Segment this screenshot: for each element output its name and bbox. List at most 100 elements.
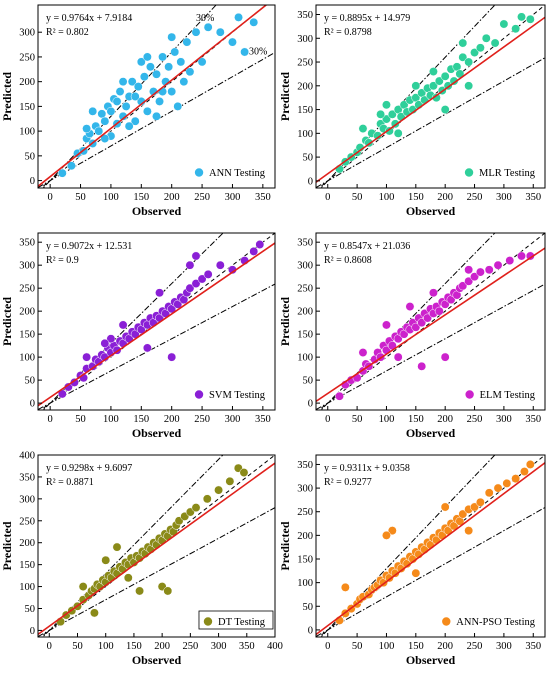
y-tick-label: 200 [297,81,313,92]
data-point [191,503,201,513]
y-tick-label: 250 [19,52,35,63]
plot-area [38,5,275,188]
r-squared: R² = 0.8871 [46,477,94,488]
data-point [411,322,421,332]
data-point [458,281,468,291]
data-point [470,272,479,282]
data-point [234,12,243,22]
x-tick-label: 100 [379,641,395,652]
plot-frame [315,232,546,411]
r-squared: R² = 0.8608 [324,255,372,266]
x-tick-label: 300 [496,192,512,203]
data-point [387,109,397,119]
y-tick-label: 350 [297,238,313,249]
data-point [167,352,177,362]
data-point [158,87,168,97]
band-label-upper: 30% [196,13,214,24]
data-point [519,467,529,476]
data-point [176,57,186,67]
fit-line [316,461,545,636]
data-point [358,348,368,357]
data-point [382,114,391,124]
data-point [215,27,225,37]
plot-area [316,5,545,188]
chart-panel-2: 0 50 100 150 200 250 300 350 0 50 100 150 200 250 300 3… [278,4,546,218]
data-point [470,502,479,512]
lower-30pct-line [316,283,545,410]
y-tick-label: 50 [303,602,314,613]
data-point [142,106,152,116]
y-tick-label: 350 [297,460,313,471]
data-point [203,22,213,32]
fit-equation: y = 0.9298x + 9.6097 [46,463,132,474]
data-point [511,474,521,484]
x-tick-label: 200 [164,192,180,203]
lower-30pct-line [38,507,275,637]
data-point [197,57,207,67]
y-tick-label: 0 [308,625,313,636]
x-tick-label: 0 [325,641,330,652]
data-point [112,96,122,106]
x-tick-label: 350 [239,641,255,652]
y-axis-title: Predicted [278,72,292,121]
x-tick-label: 0 [48,414,53,425]
data-point [517,251,526,261]
y-tick-label: 150 [19,330,35,341]
x-tick-label: 350 [525,192,541,203]
y-tick-label: 50 [303,376,314,387]
x-tick-label: 350 [525,414,541,425]
data-point [133,82,143,92]
legend: ANN Testing [194,168,266,179]
x-tick-label: 300 [225,414,241,425]
x-tick-label: 150 [133,192,149,203]
data-point [215,260,225,270]
plot-area [38,455,275,637]
chart-panel-5: 0 50 100 150 200 250 300 350 400 0 50 100 150 200 250 3… [0,451,283,668]
legend-marker [464,168,474,177]
y-tick-label: 50 [303,153,314,164]
data-point [470,48,479,57]
x-axis-title: Observed [406,204,456,218]
x-tick-label: 100 [379,414,395,425]
data-point [440,502,450,512]
fit-equation: y = 0.9311x + 9.0358 [324,463,410,474]
legend: DT Testing [198,610,274,630]
data-point [78,582,88,592]
y-tick-label: 250 [19,516,35,527]
data-point [475,267,485,277]
data-point [484,488,494,498]
data-point [458,509,468,519]
data-point [382,320,391,330]
data-point [499,19,509,29]
y-tick-label: 250 [297,58,313,69]
fit-line [38,462,275,636]
x-tick-label: 100 [379,192,395,203]
data-point [155,96,164,106]
y-tick-label: 100 [297,578,313,589]
data-point [449,76,459,86]
data-point [458,52,468,62]
legend-label: ANN-PSO Testing [456,617,535,628]
data-point [411,81,421,91]
x-tick-label: 150 [408,192,424,203]
data-point [387,526,397,536]
data-point [393,352,403,362]
y-axis-title: Predicted [0,72,14,121]
y-tick-label: 100 [19,582,35,593]
y-tick-label: 0 [308,399,313,410]
x-tick-label: 100 [103,192,119,203]
data-point [249,17,259,27]
x-axis-title: Observed [406,426,456,440]
x-tick-label: 50 [352,414,363,425]
data-point [100,338,110,348]
plot-frame [315,4,546,189]
x-tick-label: 300 [211,641,227,652]
data-point [428,67,438,76]
y-tick-label: 300 [19,28,35,39]
y-axis-title: Predicted [0,521,14,570]
y-tick-label: 100 [297,129,313,140]
y-tick-label: 350 [19,472,35,483]
data-point [163,586,173,596]
plot-area [316,455,545,637]
data-point [123,573,133,583]
